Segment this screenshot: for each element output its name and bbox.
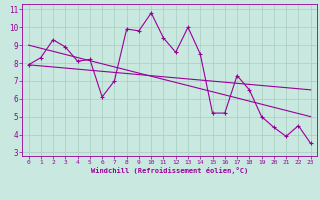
X-axis label: Windchill (Refroidissement éolien,°C): Windchill (Refroidissement éolien,°C) — [91, 167, 248, 174]
